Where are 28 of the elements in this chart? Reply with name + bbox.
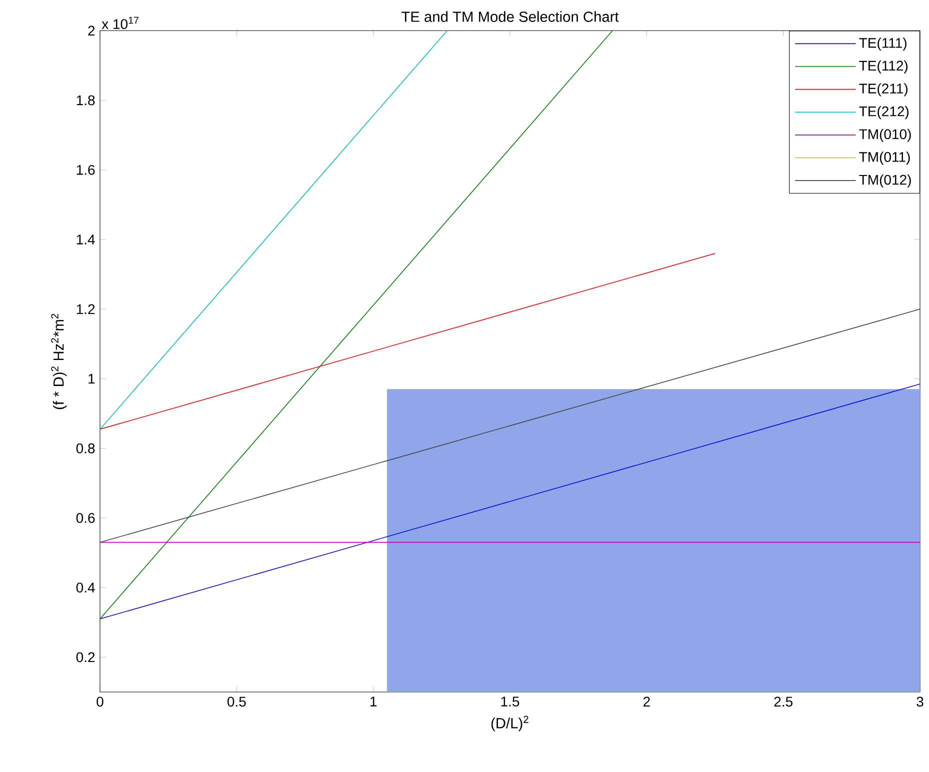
- legend-label: TE(111): [859, 38, 906, 51]
- text: x 10$^{17}$: [102, 16, 138, 30]
- chart-title: TE and TM Mode Selection Chart: [402, 11, 619, 22]
- y-tick-label: 0.8: [76, 443, 95, 454]
- x-tick-label: 3: [916, 696, 924, 707]
- x-tick-label: 0.5: [227, 696, 246, 707]
- y-tick-label: 0.6: [76, 513, 95, 523]
- legend-label: TM(011): [859, 152, 910, 165]
- legend-label: TM(010): [859, 128, 911, 142]
- y-tick-label: 0.4: [76, 582, 95, 593]
- y-tick-label: 1: [88, 374, 95, 384]
- y-tick-label: 1.8: [76, 95, 95, 106]
- legend-label: TE(212): [859, 106, 909, 120]
- legend-label: TE(112): [859, 60, 908, 74]
- x-tick-label: 1.5: [501, 696, 520, 706]
- y-tick-label: 1.2: [76, 304, 95, 314]
- y-tick-label: 1.6: [76, 164, 95, 175]
- x-tick-label: 0: [96, 696, 104, 707]
- x-tick-label: 2: [643, 696, 650, 706]
- y-tick-label: 0.2: [76, 652, 95, 662]
- legend-label: TM(012): [859, 174, 911, 188]
- y-tick-label: 2: [88, 26, 95, 36]
- legend-label: TE(211): [859, 83, 908, 96]
- x-tick-label: 2.5: [774, 696, 792, 707]
- y-axis-title: (f * D)$^{2}$ Hz$^{2}$*m$^{2}$: [51, 314, 67, 410]
- x-tick-label: 1: [370, 696, 377, 706]
- y-tick-label: 1.4: [76, 234, 95, 244]
- x-axis-title: (D/L)$^{2}$: [491, 716, 528, 732]
